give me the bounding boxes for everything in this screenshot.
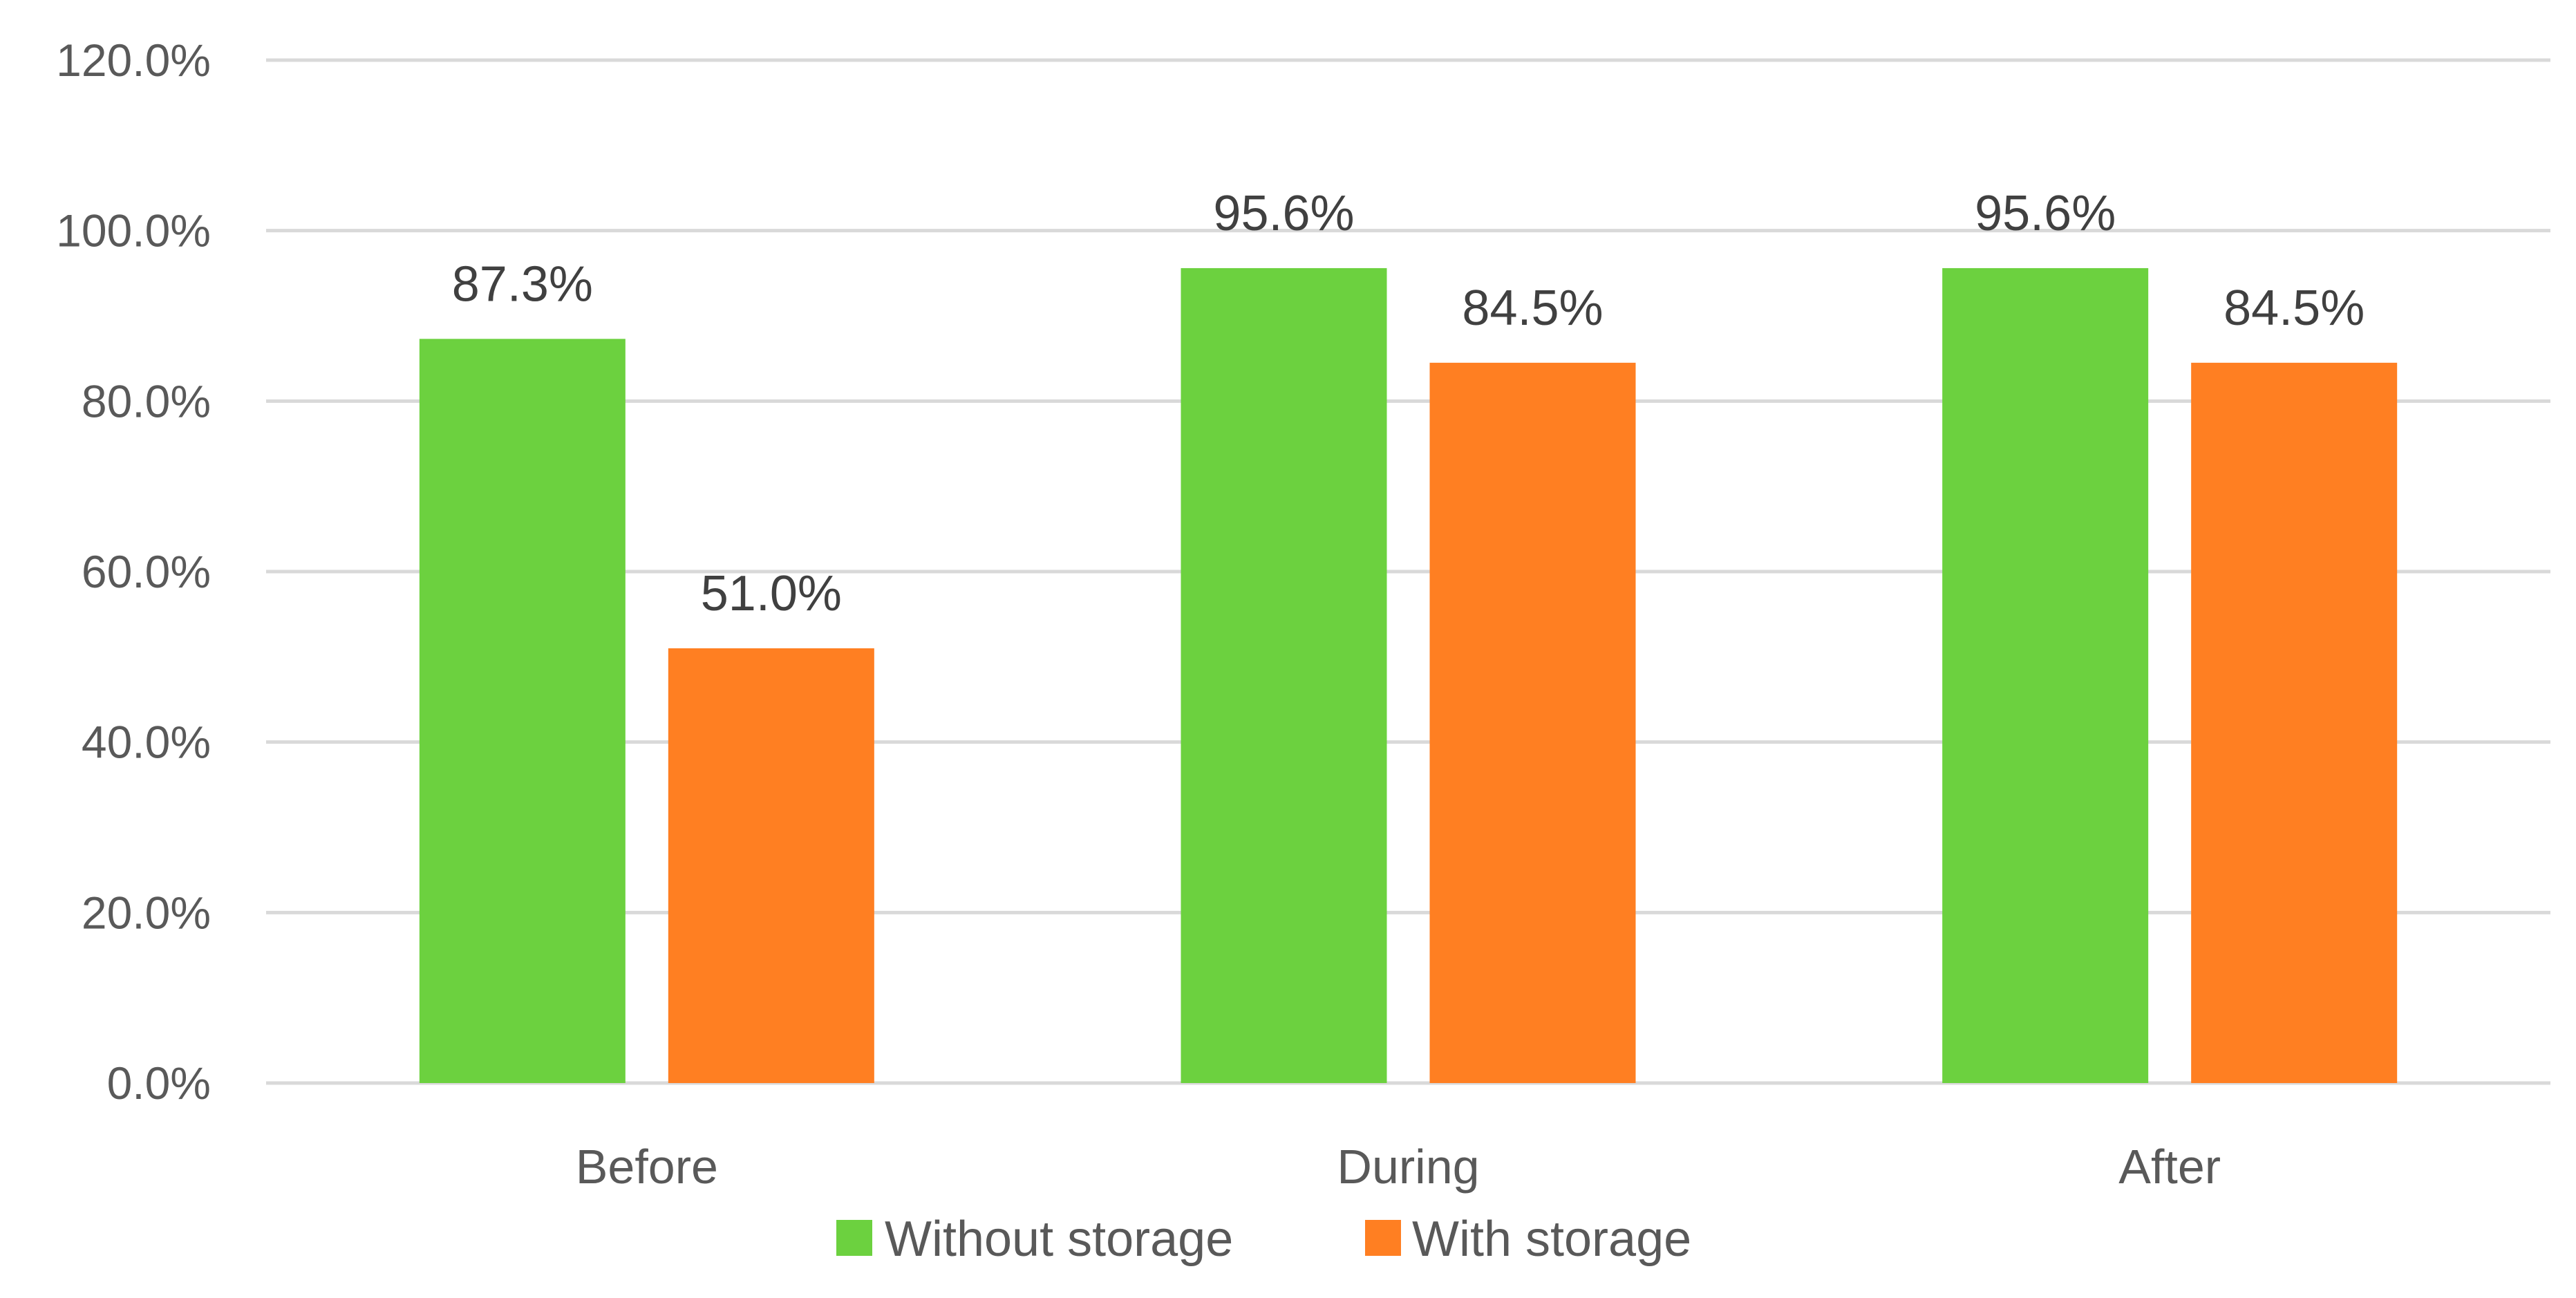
data-label: 84.5%: [1462, 281, 1603, 336]
bars: [419, 267, 2398, 1084]
y-tick-label: 20.0%: [82, 887, 211, 938]
data-label: 95.6%: [1213, 186, 1354, 241]
bar-during-without-storage: [1181, 267, 1387, 1083]
legend: Without storage With storage: [836, 1212, 1691, 1267]
y-tick-label: 120.0%: [56, 35, 211, 86]
bar-after-with-storage: [2191, 362, 2398, 1084]
data-labels: 87.3% 51.0% 95.6% 84.5% 95.6% 84.5%: [452, 186, 2365, 621]
bar-before-with-storage: [668, 648, 874, 1083]
legend-label: With storage: [1412, 1212, 1691, 1267]
y-tick-label: 40.0%: [82, 717, 211, 768]
y-tick-label: 60.0%: [82, 546, 211, 597]
data-label: 95.6%: [1975, 186, 2116, 241]
bar-after-without-storage: [1942, 267, 2149, 1083]
data-label: 51.0%: [701, 566, 842, 621]
x-category-label: After: [2118, 1140, 2221, 1194]
x-axis-categories: Before During After: [576, 1140, 2221, 1194]
gridlines: [266, 58, 2550, 1085]
legend-swatch: [1365, 1220, 1401, 1256]
x-category-label: Before: [576, 1140, 718, 1194]
data-label: 84.5%: [2224, 281, 2365, 336]
data-label: 87.3%: [452, 256, 593, 312]
legend-swatch: [836, 1220, 872, 1256]
bar-before-without-storage: [419, 339, 626, 1083]
y-axis-ticks: 0.0% 20.0% 40.0% 60.0% 80.0% 100.0% 120.0%: [56, 35, 211, 1109]
y-tick-label: 0.0%: [107, 1057, 211, 1109]
bar-during-with-storage: [1429, 362, 1636, 1084]
y-tick-label: 100.0%: [56, 205, 211, 256]
y-tick-label: 80.0%: [82, 375, 211, 426]
legend-label: Without storage: [885, 1212, 1233, 1267]
x-category-label: During: [1337, 1140, 1479, 1194]
